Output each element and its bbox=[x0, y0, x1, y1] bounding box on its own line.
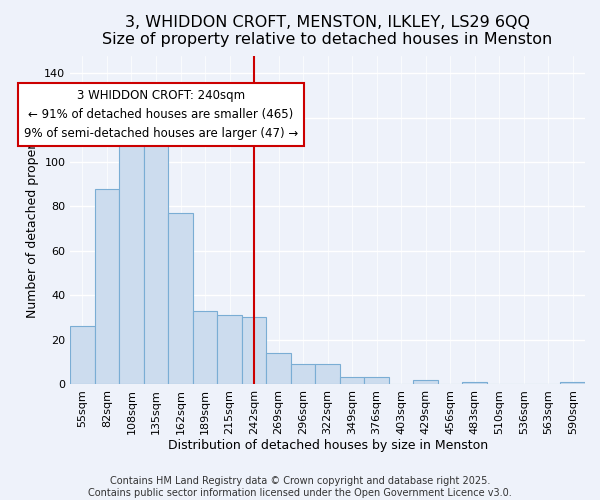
Title: 3, WHIDDON CROFT, MENSTON, ILKLEY, LS29 6QQ
Size of property relative to detache: 3, WHIDDON CROFT, MENSTON, ILKLEY, LS29 … bbox=[103, 15, 553, 48]
Bar bbox=[291, 364, 316, 384]
Bar bbox=[193, 310, 217, 384]
Bar bbox=[560, 382, 585, 384]
Bar bbox=[95, 188, 119, 384]
Y-axis label: Number of detached properties: Number of detached properties bbox=[26, 121, 38, 318]
Bar bbox=[463, 382, 487, 384]
Bar bbox=[266, 353, 291, 384]
X-axis label: Distribution of detached houses by size in Menston: Distribution of detached houses by size … bbox=[167, 440, 488, 452]
Bar bbox=[144, 144, 168, 384]
Bar bbox=[217, 315, 242, 384]
Bar bbox=[119, 142, 144, 384]
Bar bbox=[340, 378, 364, 384]
Bar bbox=[413, 380, 438, 384]
Bar bbox=[242, 318, 266, 384]
Bar bbox=[364, 378, 389, 384]
Text: Contains HM Land Registry data © Crown copyright and database right 2025.
Contai: Contains HM Land Registry data © Crown c… bbox=[88, 476, 512, 498]
Bar bbox=[168, 213, 193, 384]
Text: 3 WHIDDON CROFT: 240sqm
← 91% of detached houses are smaller (465)
9% of semi-de: 3 WHIDDON CROFT: 240sqm ← 91% of detache… bbox=[24, 89, 298, 140]
Bar bbox=[316, 364, 340, 384]
Bar bbox=[70, 326, 95, 384]
